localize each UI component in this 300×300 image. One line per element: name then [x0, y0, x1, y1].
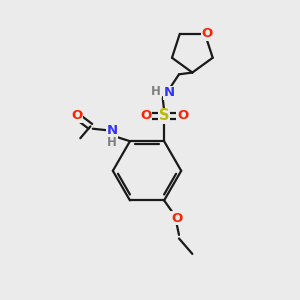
Text: O: O [171, 212, 182, 225]
Text: O: O [140, 110, 151, 122]
Text: H: H [151, 85, 161, 98]
Text: H: H [107, 136, 117, 148]
Text: O: O [202, 27, 213, 40]
Text: O: O [177, 110, 188, 122]
Text: N: N [106, 124, 118, 137]
Text: N: N [164, 86, 175, 99]
Text: S: S [159, 108, 169, 123]
Text: O: O [71, 110, 83, 122]
